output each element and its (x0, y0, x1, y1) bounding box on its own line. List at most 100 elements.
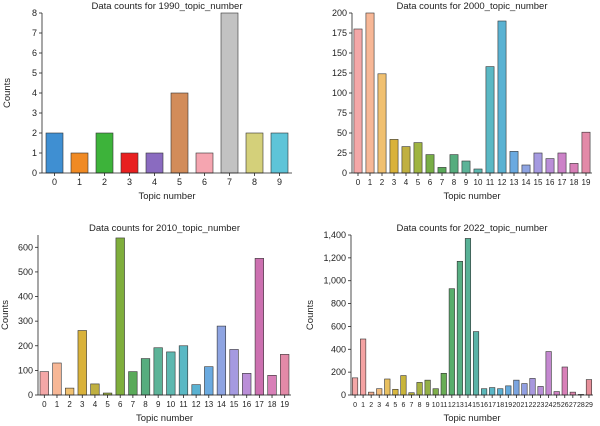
x-tick-label: 29 (585, 402, 593, 409)
y-axis-label: Counts (2, 78, 13, 108)
y-tick-label: 7 (32, 28, 37, 38)
y-tick-label: 0 (342, 168, 347, 178)
bar-6 (425, 154, 435, 174)
bar-19 (505, 385, 512, 396)
bar-12 (448, 288, 455, 396)
x-tick-label: 8 (452, 178, 457, 187)
bar-13 (204, 366, 214, 396)
x-tick-label: 5 (105, 400, 110, 409)
x-tick-label: 8 (252, 177, 257, 187)
bar-10 (432, 388, 439, 396)
x-tick-label: 6 (428, 178, 433, 187)
bar-9 (153, 347, 163, 396)
bar-1 (52, 362, 62, 396)
x-tick-label: 12 (192, 400, 201, 409)
bar-29 (585, 379, 593, 396)
x-tick-label: 18 (570, 178, 579, 187)
bar-9 (461, 160, 471, 174)
x-tick-label: 1 (77, 177, 82, 187)
bar-7 (437, 167, 447, 174)
bar-3 (120, 152, 139, 174)
x-tick-label: 15 (534, 178, 543, 187)
bar-16 (242, 373, 252, 396)
x-tick-label: 0 (353, 402, 357, 409)
y-tick-label: 500 (18, 267, 33, 277)
x-tick-label: 3 (80, 400, 85, 409)
bar-23 (537, 386, 544, 396)
x-tick-label: 22 (529, 402, 537, 409)
x-tick-label: 13 (456, 402, 464, 409)
x-tick-label: 23 (537, 402, 545, 409)
bar-6 (400, 375, 407, 396)
y-tick-label: 400 (18, 292, 33, 302)
bar-8 (140, 358, 151, 396)
x-tick-label: 4 (93, 400, 98, 409)
chart-title: Data counts for 2000_topic_number (396, 1, 547, 12)
bar-9 (424, 379, 431, 396)
bar-15 (472, 331, 480, 396)
x-tick-label: 18 (268, 400, 277, 409)
bar-12 (191, 384, 201, 396)
x-tick-label: 3 (377, 402, 381, 409)
y-tick-label: 175 (332, 28, 347, 38)
x-tick-label: 16 (546, 178, 555, 187)
x-tick-label: 2 (380, 178, 385, 187)
x-tick-label: 4 (152, 177, 157, 187)
x-tick-label: 19 (582, 178, 591, 187)
x-tick-label: 17 (255, 400, 264, 409)
bar-14 (521, 164, 531, 174)
y-tick-label: 1,200 (323, 253, 346, 263)
bar-11 (485, 66, 495, 174)
bar-18 (569, 163, 579, 174)
y-tick-label: 0 (32, 168, 37, 178)
x-tick-label: 0 (356, 178, 361, 187)
x-tick-label: 4 (404, 178, 409, 187)
bar-19 (280, 354, 290, 396)
bar-1 (70, 152, 89, 174)
bar-2 (95, 132, 114, 174)
y-tick-label: 800 (331, 299, 346, 309)
bar-14 (464, 238, 472, 396)
bar-1 (360, 338, 367, 396)
x-tick-label: 11 (179, 400, 188, 409)
chart-title: Data counts for 2010_topic_number (89, 223, 240, 234)
x-tick-label: 7 (410, 402, 414, 409)
bar-24 (545, 351, 552, 396)
x-axis-label: Topic number (136, 413, 193, 424)
x-tick-label: 14 (464, 402, 472, 409)
x-tick-label: 10 (474, 178, 483, 187)
bar-25 (553, 391, 560, 396)
x-tick-label: 24 (545, 402, 553, 409)
x-tick-label: 11 (440, 402, 447, 409)
bar-15 (533, 152, 543, 174)
x-tick-label: 10 (166, 400, 175, 409)
x-tick-label: 28 (577, 402, 585, 409)
y-tick-label: 5 (32, 68, 37, 78)
x-tick-label: 1 (55, 400, 60, 409)
y-tick-label: 0 (28, 390, 33, 400)
x-axis-label: Topic number (138, 191, 195, 202)
y-tick-label: 100 (332, 88, 347, 98)
bar-17 (557, 152, 567, 174)
chart-title: Data counts for 1990_topic_number (91, 1, 242, 12)
x-tick-label: 9 (156, 400, 161, 409)
y-tick-label: 150 (332, 48, 347, 58)
bar-0 (45, 132, 64, 174)
x-tick-label: 15 (472, 402, 480, 409)
chart-2010: Data counts for 2010_topic_number 0 1 2 3 4 5 6… (0, 223, 291, 424)
bar-8 (449, 154, 459, 174)
x-tick-label: 9 (426, 402, 430, 409)
x-tick-label: 27 (569, 402, 577, 409)
y-axis-label: Counts (0, 300, 11, 330)
x-tick-label: 16 (480, 402, 488, 409)
y-tick-label: 8 (32, 8, 37, 18)
x-tick-label: 12 (498, 178, 507, 187)
y-tick-label: 600 (18, 242, 33, 252)
bar-13 (509, 151, 519, 174)
y-tick-label: 600 (331, 321, 346, 331)
x-tick-label: 16 (242, 400, 251, 409)
y-tick-label: 2 (32, 128, 37, 138)
x-tick-label: 21 (521, 402, 529, 409)
x-tick-label: 4 (385, 402, 389, 409)
bar-14 (216, 325, 227, 396)
